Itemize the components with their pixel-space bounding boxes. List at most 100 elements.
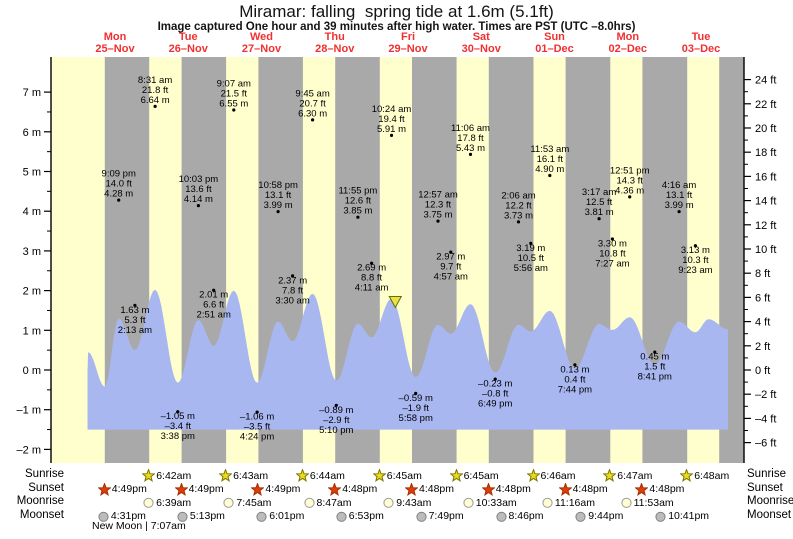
sunset-event: 4:49pm [251,482,300,496]
day-label: Fri 29–Nov [376,31,440,55]
moonset-event: 8:46pm [495,510,544,523]
right-axis-tick-label: 0 ft [755,365,770,377]
tide-low-annotation: –1.06 m –3.5 ft 4:24 pm [240,412,274,443]
moonset-time: 5:13pm [189,510,225,522]
left-axis-tick-label: 1 m [23,325,41,337]
sunrise-star-icon [526,469,540,482]
moonrise-circle-icon [463,497,474,508]
sunset-event: 4:48pm [405,482,455,496]
tide-high-dot [389,133,394,137]
day-name: Wed [249,31,274,43]
right-axis-tick-label: 20 ft [755,123,776,135]
tide-low-dot [573,363,577,367]
sunset-event: 4:49pm [97,482,147,496]
moonrise-event: 7:45am [222,496,271,509]
sunset-star-icon [635,482,649,496]
right-axis-tick-label: –6 ft [755,438,776,450]
page-title: Miramar: falling spring tide at 1.6m (5.… [239,2,554,21]
moonset-circle-icon [256,511,267,522]
left-axis-tick-label: –1 m [17,405,41,417]
moonset-time: 4:31pm [110,510,146,522]
moonset-circle-icon [575,511,586,522]
moonset-time: 6:01pm [269,510,305,522]
day-name: Sat [472,31,490,43]
tide-low-dot [370,261,374,265]
moonset-circle-icon [98,511,109,522]
tide-high-dot [548,173,552,178]
tide-low-dot [334,403,338,407]
sunrise-star-icon [680,469,694,482]
moonrise-event: 9:43am [382,496,431,509]
right-axis-tick-label: 6 ft [755,292,770,304]
day-label: Tue 26–Nov [156,31,220,55]
sunrise-time: 6:47am [617,469,653,482]
left-axis-tick-label: 2 m [23,286,41,298]
sunset-time: 4:49pm [111,483,147,495]
tide-low-annotation: 1.63 m 5.3 ft 2:13 am [118,305,152,336]
right-axis-tick-label: –2 ft [755,389,776,401]
tide-low-dot [610,237,615,241]
tide-high-annotation: 9:09 pm 14.0 ft 4.28 m [102,169,136,200]
moonset-event: 7:49pm [415,510,464,523]
tide-high-dot [516,220,521,224]
tide-high-annotation: 4:16 am 13.1 ft 3.99 m [662,180,696,211]
tide-high-annotation: 11:55 pm 12.6 ft 3.85 m [338,186,377,217]
moonset-circle-icon [495,511,507,522]
sunset-time: 4:48pm [649,483,685,495]
sunset-star-icon [481,482,495,496]
day-label: Mon 25–Nov [83,31,147,55]
tide-low-dot [291,274,295,278]
right-axis-tick-label: 22 ft [755,99,776,111]
sunset-time: 4:48pm [572,483,608,495]
day-name: Fri [400,31,416,43]
tide-low-dot [693,244,698,248]
left-axis-tick-label: 4 m [23,206,41,218]
row-label-sunrise-left: Sunrise [25,468,64,480]
row-label-sunset-left: Sunset [28,481,64,494]
moonset-event: 5:13pm [176,510,225,523]
sunrise-time: 6:42am [156,469,192,482]
sunrise-time: 6:48am [694,469,730,482]
day-label: Mon 02–Dec [596,31,660,55]
moonrise-event: 11:53am [620,496,674,509]
day-label: Thu 28–Nov [303,31,367,55]
tide-low-annotation: –0.23 m –0.8 ft 6:49 pm [478,379,512,410]
sunrise-time: 6:44am [309,469,345,482]
tide-high-dot [196,204,200,208]
sunrise-star-icon [449,469,463,482]
day-date: 29–Nov [388,42,428,55]
sunset-star-icon [97,482,111,496]
moonrise-time: 7:45am [236,496,272,509]
sunrise-event: 6:42am [142,469,191,482]
tide-low-annotation: –1.05 m –3.4 ft 3:38 pm [161,411,195,442]
moonset-event: 6:53pm [335,510,384,523]
tide-low-annotation: –0.59 m –1.9 ft 5:58 pm [399,393,433,424]
left-axis-tick-label: 6 m [23,127,41,139]
moonrise-event: 10:33am [462,496,517,509]
sunset-event: 4:48pm [481,482,531,496]
tide-high-dot [117,198,121,202]
right-axis-tick-label: 18 ft [755,147,776,159]
moonset-time: 7:49pm [428,510,464,522]
tide-high-dot [356,215,360,219]
tide-curve-area [87,289,729,430]
sunset-star-icon [251,482,265,496]
moonset-event: 4:31pm [97,510,146,523]
sunset-time: 4:48pm [419,483,455,495]
tide-high-dot [232,108,236,112]
day-date: 27–Nov [241,42,282,55]
sunrise-event: 6:48am [680,469,729,482]
sunset-event: 4:49pm [174,482,224,496]
moonrise-time: 8:47am [316,496,352,509]
tide-high-dot [677,210,681,214]
moonrise-time: 6:39am [156,496,192,509]
tide-high-dot [276,210,280,214]
tide-high-annotation: 12:57 am 12.3 ft 3.75 m [418,190,458,221]
moonrise-time: 11:16am [554,496,595,509]
tide-high-annotation: 10:03 pm 13.6 ft 4.14 m [179,174,219,205]
day-date: 02–Dec [608,42,648,55]
tide-low-dot [449,250,453,254]
tide-high-annotation: 3:17 am 12.5 ft 3.81 m [582,187,616,218]
right-axis-tick-label: 12 ft [755,220,776,232]
